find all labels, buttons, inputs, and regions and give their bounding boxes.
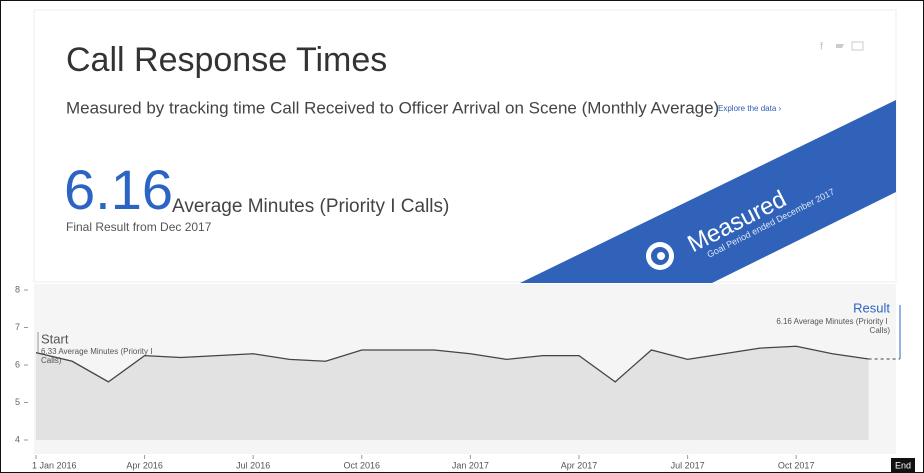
- x-tick-label: Jul 2017: [671, 460, 705, 470]
- end-label: End: [895, 460, 911, 470]
- x-tick-label: Jul 2016: [236, 460, 270, 470]
- area: [36, 346, 869, 440]
- x-tick-label: Jan 2017: [452, 460, 489, 470]
- y-tick-label: 6: [15, 359, 20, 369]
- result-title: Result: [853, 300, 890, 315]
- y-tick-label: 8: [15, 284, 20, 294]
- y-tick-label: 5: [15, 397, 20, 407]
- start-text: 6.33 Average Minutes (Priority I Calls): [41, 347, 155, 365]
- start-title: Start: [41, 331, 69, 346]
- x-tick-label: Apr 2016: [126, 460, 163, 470]
- result-note: Final Result from Dec 2017: [66, 220, 212, 234]
- result-text-line: Calls): [870, 326, 891, 335]
- start-text-line: Calls): [41, 356, 62, 365]
- chart: 4 5 6 7 8 1 Jan 2016 Apr 2016 Jul 2016 Oct 2016 J…: [15, 284, 915, 473]
- explore-link[interactable]: Explore the data ›: [718, 104, 781, 113]
- banner: [520, 100, 896, 283]
- x-tick-label: Oct 2017: [778, 460, 815, 470]
- x-tick-label: Apr 2017: [561, 460, 598, 470]
- result-text: 6.16 Average Minutes (Priority I Calls): [776, 317, 890, 335]
- subtitle: Measured by tracking time Call Received …: [66, 98, 719, 117]
- banner-icon: [657, 252, 665, 260]
- title: Call Response Times: [66, 41, 387, 79]
- y-tick-label: 7: [15, 322, 20, 332]
- social-icon[interactable]: [851, 41, 864, 51]
- social-icons[interactable]: f: [820, 42, 823, 53]
- y-tick-label: 4: [15, 434, 20, 444]
- x-tick-label: 1 Jan 2016: [32, 460, 77, 470]
- end-box: [891, 458, 915, 473]
- start-text-line: 6.33 Average Minutes (Priority I: [41, 347, 155, 356]
- big-value: 6.16: [64, 158, 173, 221]
- x-tick-label: Oct 2016: [344, 460, 381, 470]
- value-caption: Average Minutes (Priority I Calls): [172, 196, 449, 217]
- social-icon[interactable]: [836, 44, 844, 48]
- result-text-line: 6.16 Average Minutes (Priority I: [776, 317, 890, 326]
- line: [35, 345, 869, 383]
